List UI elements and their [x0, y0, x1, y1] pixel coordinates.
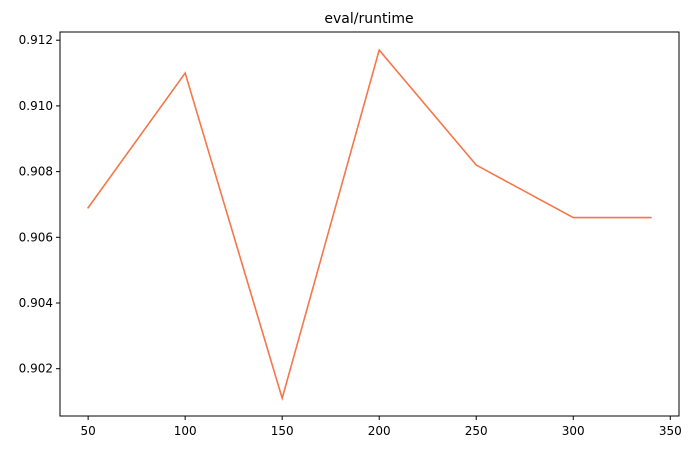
- x-tick-label: 150: [271, 424, 294, 438]
- y-tick-label: 0.908: [19, 165, 53, 179]
- x-tick-label: 50: [80, 424, 95, 438]
- plot-area: [59, 31, 680, 417]
- x-tick-label: 100: [174, 424, 197, 438]
- y-tick-label: 0.912: [19, 33, 53, 47]
- y-tick-label: 0.904: [19, 296, 53, 310]
- x-tick-label: 300: [562, 424, 585, 438]
- x-tick-label: 200: [368, 424, 391, 438]
- y-tick-label: 0.906: [19, 230, 53, 244]
- x-tick-label: 250: [465, 424, 488, 438]
- series-layer: [87, 48, 652, 402]
- x-tick-label: 350: [659, 424, 682, 438]
- y-tick-label: 0.902: [19, 362, 53, 376]
- chart-title: eval/runtime: [324, 11, 413, 27]
- x-axis: 50 100 150 200 250 300 350: [80, 416, 682, 438]
- y-tick-label: 0.910: [19, 99, 53, 113]
- series-line-0: [87, 48, 652, 402]
- y-axis: 0.902 0.904 0.906 0.908 0.910 0.912: [19, 33, 60, 376]
